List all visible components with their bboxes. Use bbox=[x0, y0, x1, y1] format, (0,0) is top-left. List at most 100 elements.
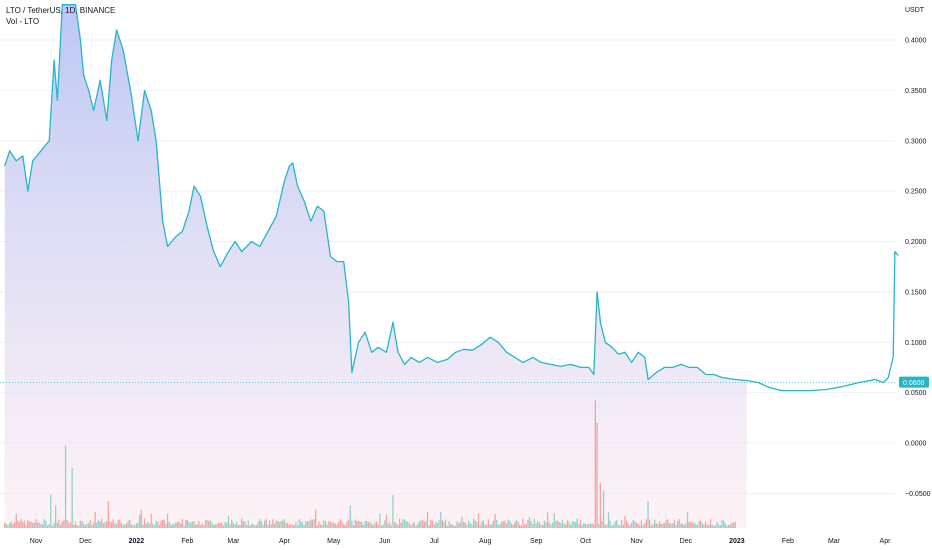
volume-bar bbox=[326, 524, 328, 528]
volume-bar bbox=[459, 522, 462, 528]
volume-bar bbox=[570, 524, 572, 528]
volume-bar bbox=[364, 521, 366, 528]
volume-bar bbox=[296, 525, 299, 528]
volume-bar bbox=[301, 522, 304, 528]
volume-bar bbox=[685, 523, 687, 528]
volume-bar bbox=[222, 525, 225, 528]
volume-bar bbox=[259, 519, 261, 528]
volume-bar bbox=[160, 520, 162, 528]
volume-bar bbox=[48, 524, 50, 528]
volume-bar bbox=[520, 525, 522, 528]
volume-bar bbox=[718, 524, 720, 528]
price-line bbox=[0, 4, 899, 392]
volume-bar bbox=[278, 522, 281, 528]
volume-bar bbox=[561, 519, 564, 528]
symbol-legend[interactable]: LTO / TetherUS, 1D, BINANCE bbox=[6, 6, 116, 15]
y-tick-label: 0.1500 bbox=[905, 289, 927, 296]
volume-bar bbox=[547, 512, 549, 528]
volume-bar bbox=[10, 521, 12, 528]
volume-bar bbox=[352, 525, 355, 528]
volume-bar bbox=[412, 523, 414, 528]
volume-bar bbox=[614, 521, 616, 528]
volume-bar bbox=[58, 519, 60, 528]
volume-bar bbox=[471, 524, 473, 528]
projection-line-path bbox=[746, 250, 899, 392]
volume-bar bbox=[553, 513, 555, 528]
currency-label: USDT bbox=[905, 7, 925, 14]
volume-bar bbox=[285, 522, 287, 528]
volume-bar bbox=[193, 521, 195, 528]
volume-bar bbox=[418, 521, 420, 528]
volume-bar bbox=[137, 522, 139, 528]
volume-bar bbox=[316, 525, 318, 528]
last-price-tag bbox=[899, 376, 929, 388]
volume-bar bbox=[306, 520, 309, 528]
time-axis[interactable]: Nov Dec 2022 Feb Mar Apr May Jun Jul Aug Sep Oct Nov… bbox=[30, 538, 891, 545]
volume-bar bbox=[292, 525, 294, 528]
volume-bar bbox=[64, 445, 67, 528]
volume-bar bbox=[486, 525, 488, 528]
volume-bar bbox=[173, 524, 175, 528]
volume-bar bbox=[260, 521, 262, 528]
volume-bar bbox=[211, 522, 213, 528]
volume-bar bbox=[464, 522, 466, 528]
volume-bar bbox=[499, 524, 501, 528]
volume-bar bbox=[247, 520, 249, 528]
volume-bar bbox=[532, 524, 534, 528]
volume-bar bbox=[22, 522, 24, 528]
volume-bar bbox=[107, 501, 109, 528]
price-area-fill bbox=[4, 4, 747, 528]
volume-bar bbox=[489, 524, 491, 528]
volume-bar bbox=[288, 524, 290, 528]
volume-bar bbox=[357, 520, 360, 528]
volume-bar bbox=[252, 524, 254, 528]
volume-bar bbox=[112, 519, 114, 528]
volume-bar bbox=[186, 519, 188, 528]
price-axis[interactable]: USDT 0.4000 0.3500 0.3000 0.2500 0.2000 0.1500… bbox=[905, 7, 931, 498]
volume-bar bbox=[40, 524, 42, 528]
volume-bar bbox=[673, 520, 675, 528]
volume-bar bbox=[494, 514, 496, 528]
x-tick-label: May bbox=[327, 538, 341, 545]
volume-bar bbox=[731, 522, 733, 528]
volume-bar bbox=[584, 523, 587, 528]
volume-legend[interactable]: Vol - LTO bbox=[6, 17, 40, 26]
volume-bar bbox=[688, 521, 690, 528]
volume-bar bbox=[611, 525, 613, 528]
volume-bar bbox=[102, 523, 105, 528]
x-tick-label: Aug bbox=[479, 538, 492, 545]
volume-bar bbox=[152, 523, 154, 528]
volume-bar bbox=[591, 522, 593, 528]
volume-bar bbox=[349, 505, 351, 528]
volume-bar bbox=[69, 522, 72, 528]
volume-bar bbox=[354, 519, 356, 528]
volume-bar bbox=[690, 521, 692, 528]
volume-bar bbox=[132, 524, 134, 528]
volume-bar bbox=[356, 521, 358, 528]
volume-bar bbox=[607, 512, 610, 528]
volume-bar bbox=[41, 523, 44, 528]
volume-bars bbox=[4, 400, 736, 528]
volume-bar bbox=[4, 522, 6, 528]
volume-bar bbox=[331, 522, 333, 528]
volume-bar bbox=[454, 525, 457, 528]
volume-bar bbox=[176, 522, 179, 528]
volume-bar bbox=[300, 521, 302, 528]
volume-bar bbox=[626, 520, 628, 528]
volume-bar bbox=[394, 522, 396, 528]
volume-bar bbox=[181, 519, 183, 528]
volume-bar bbox=[170, 524, 172, 528]
volume-bar bbox=[410, 525, 412, 528]
volume-bar bbox=[527, 520, 529, 528]
volume-bar bbox=[403, 519, 406, 528]
volume-bar bbox=[617, 524, 620, 528]
volume-bar bbox=[550, 524, 552, 528]
volume-bar bbox=[698, 520, 700, 528]
volume-bar bbox=[548, 522, 550, 528]
volume-bar bbox=[663, 523, 666, 528]
volume-bar bbox=[7, 525, 9, 528]
volume-bar bbox=[242, 521, 244, 528]
volume-bar bbox=[497, 524, 499, 528]
volume-bar bbox=[453, 525, 455, 528]
